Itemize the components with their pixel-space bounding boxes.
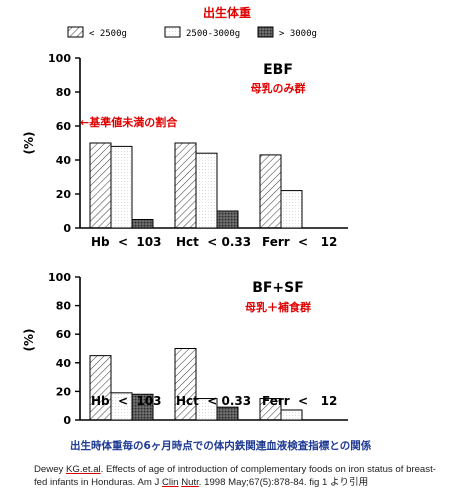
y-tick-label: 80 bbox=[56, 86, 72, 99]
legend-swatch-dark bbox=[257, 26, 274, 38]
x-category-label: Hb < 103 bbox=[91, 235, 161, 249]
chart-panel-ebf: 0 20 40 60 80 100 (%) EBF 母乳のみ群 Hb < 103 Hct < 0.3… bbox=[22, 52, 348, 249]
legend-label-dots: 2500-3000g bbox=[186, 29, 240, 39]
bar-dots-2 bbox=[195, 152, 218, 229]
bar-hatch-1 bbox=[89, 142, 112, 229]
y-tick-label: 20 bbox=[56, 385, 72, 398]
y-tick-label: 100 bbox=[48, 271, 71, 284]
y-axis-label: (%) bbox=[22, 329, 36, 352]
citation-part-4: . 1998 May;67(5):878-84. fig 1 より引用 bbox=[198, 477, 369, 488]
citation-journal-nutr: Nutr bbox=[181, 477, 199, 488]
bar-hatch-2 bbox=[174, 142, 197, 229]
y-tick-label: 0 bbox=[63, 222, 71, 235]
bar-hatch-3 bbox=[259, 398, 282, 421]
y-tick-label: 60 bbox=[56, 120, 72, 133]
panel-subtitle: 母乳＋補食群 bbox=[245, 300, 311, 314]
y-tick-label: 100 bbox=[48, 52, 71, 65]
y-tick-label: 40 bbox=[56, 357, 72, 370]
legend-swatch-dots bbox=[164, 26, 181, 38]
bar-dark-1 bbox=[131, 219, 154, 229]
legend-swatch-hatch bbox=[67, 26, 84, 38]
citation: Dewey KG.et.al. Effects of age of introd… bbox=[34, 463, 446, 489]
panel-title: EBF bbox=[263, 62, 293, 78]
bar-dots-3 bbox=[280, 190, 303, 229]
legend-label-hatch: < 2500g bbox=[89, 29, 127, 39]
citation-part-2: . Effects of age of introduction of comp… bbox=[34, 464, 436, 488]
x-category-label: Hct < 0.33 bbox=[176, 235, 251, 249]
y-tick-label: 60 bbox=[56, 328, 72, 341]
bar-hatch-2 bbox=[174, 348, 197, 421]
citation-journal-clin: Clin bbox=[161, 477, 179, 488]
y-tick-label: 40 bbox=[56, 154, 72, 167]
bar-dots-1 bbox=[110, 145, 133, 229]
bar-dark-2 bbox=[216, 210, 239, 229]
x-category-label: Hb < 103 bbox=[91, 394, 161, 408]
x-category-label: Ferr < 12 bbox=[262, 394, 337, 408]
x-category-label: Ferr < 12 bbox=[262, 235, 337, 249]
legend-title: 出生体重 bbox=[203, 5, 251, 20]
figure-caption: 出生時体重毎の6ヶ月時点での体内鉄関連血液検査指標との関係 bbox=[70, 440, 372, 452]
bar-dark-1 bbox=[131, 393, 154, 421]
bar-hatch-1 bbox=[89, 355, 112, 421]
x-category-label: Hct < 0.33 bbox=[176, 394, 251, 408]
y-tick-label: 80 bbox=[56, 300, 72, 313]
chart-panel-bf-sf: 0 20 40 60 80 100 (%) BF+SF 母乳＋補食群 Hb < 103 Hct < … bbox=[22, 271, 348, 427]
citation-author: KG.et.al bbox=[66, 464, 101, 475]
bar-hatch-3 bbox=[259, 154, 282, 229]
citation-part-1: Dewey bbox=[34, 464, 66, 475]
panel-subtitle: 母乳のみ群 bbox=[251, 81, 306, 95]
bar-dots-3 bbox=[280, 409, 303, 421]
legend-label-dark: > 3000g bbox=[279, 29, 317, 39]
y-tick-label: 20 bbox=[56, 188, 72, 201]
bar-dark-2 bbox=[216, 406, 239, 421]
y-tick-label: 0 bbox=[63, 414, 71, 427]
legend: < 2500g 2500-3000g > 3000g bbox=[67, 26, 317, 39]
y-axis-label: (%) bbox=[22, 132, 36, 155]
annotation-below-reference: ←基準値未満の割合 bbox=[80, 115, 178, 129]
panel-title: BF+SF bbox=[252, 280, 304, 296]
